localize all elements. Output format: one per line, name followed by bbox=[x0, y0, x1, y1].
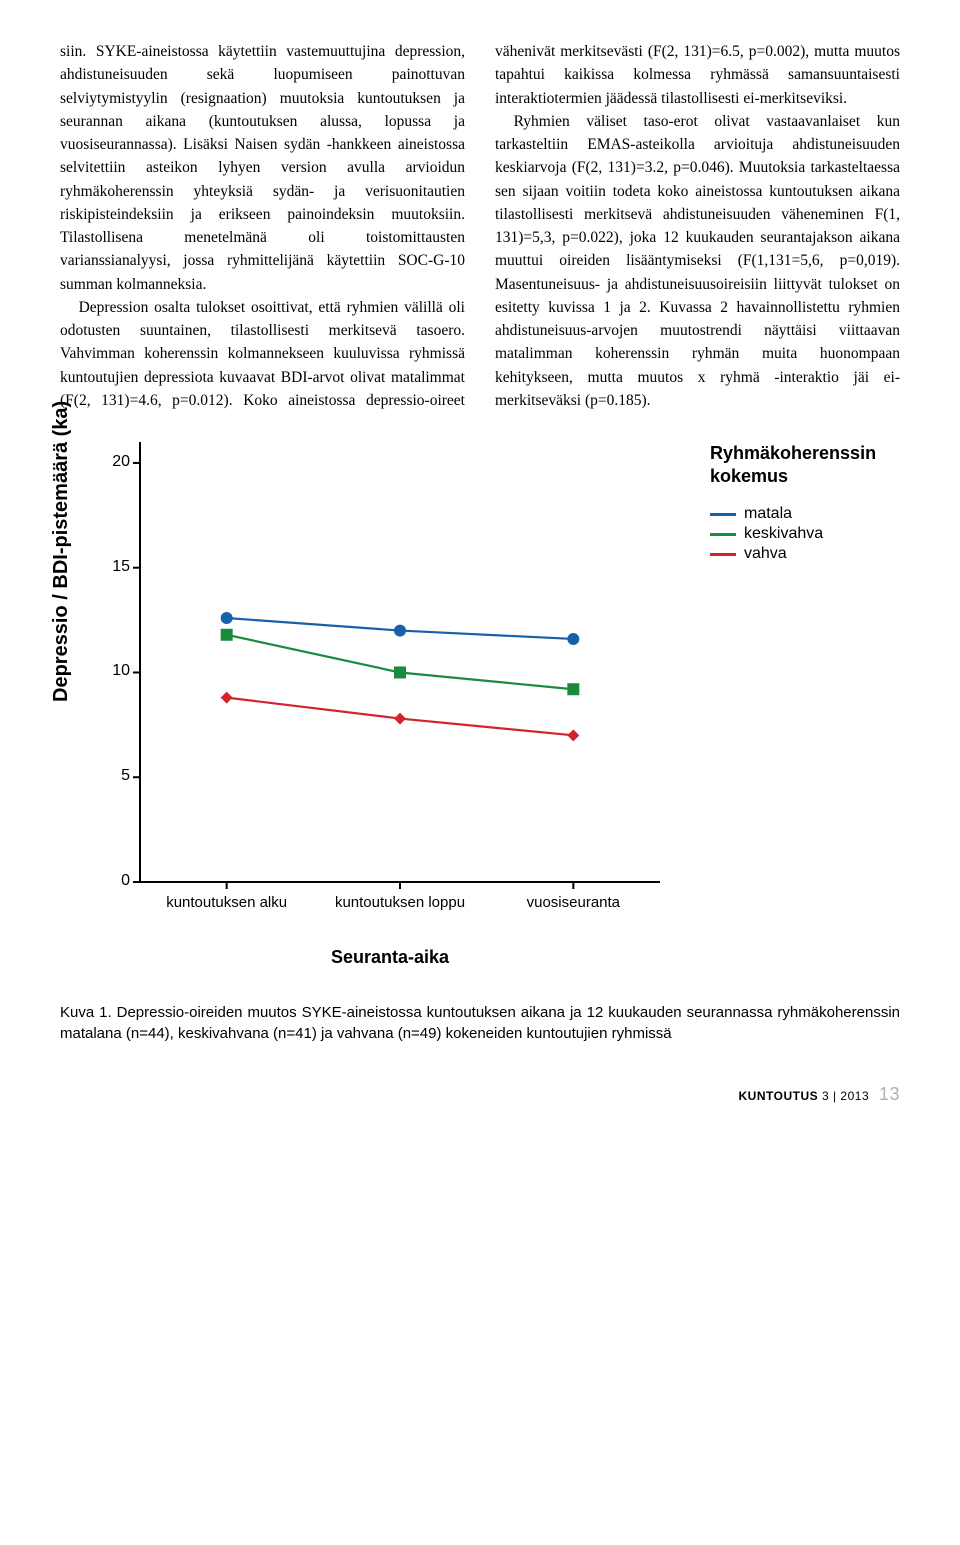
figure-caption: Kuva 1. Depressio-oireiden muutos SYKE-a… bbox=[60, 1002, 900, 1044]
legend-item: keskivahva bbox=[710, 525, 920, 543]
legend-item: matala bbox=[710, 505, 920, 523]
x-tick-label: kuntoutuksen loppu bbox=[335, 894, 465, 911]
legend-swatch bbox=[710, 513, 736, 516]
paragraph: siin. SYKE-aineistossa käytettiin vastem… bbox=[60, 40, 465, 296]
line-chart-svg bbox=[70, 442, 710, 942]
x-tick-label: kuntoutuksen alku bbox=[166, 894, 287, 911]
chart-legend: Ryhmäkoherenssin kokemus matala keskivahv… bbox=[710, 442, 920, 565]
page-footer: KUNTOUTUS 3 | 2013 13 bbox=[60, 1084, 900, 1105]
legend-swatch bbox=[710, 533, 736, 536]
y-tick-label: 10 bbox=[100, 662, 130, 680]
legend-label: matala bbox=[744, 505, 792, 523]
x-tick-label: vuosiseuranta bbox=[527, 894, 620, 911]
x-axis-label: Seuranta-aika bbox=[70, 947, 710, 968]
page-number: 13 bbox=[879, 1084, 900, 1104]
legend-label: vahva bbox=[744, 545, 787, 563]
issue-number: 3 | 2013 bbox=[822, 1089, 869, 1103]
legend-swatch bbox=[710, 553, 736, 556]
legend-title: Ryhmäkoherenssin kokemus bbox=[710, 442, 920, 487]
legend-item: vahva bbox=[710, 545, 920, 563]
y-tick-label: 5 bbox=[100, 767, 130, 785]
figure-1-chart: Depressio / BDI-pistemäärä (ka) 05101520… bbox=[70, 442, 890, 982]
body-text: siin. SYKE-aineistossa käytettiin vastem… bbox=[60, 40, 900, 412]
legend-label: keskivahva bbox=[744, 525, 823, 543]
y-tick-label: 15 bbox=[100, 558, 130, 576]
y-tick-label: 20 bbox=[100, 453, 130, 471]
paragraph: Ryhmien väliset taso-erot olivat vastaav… bbox=[495, 110, 900, 412]
y-tick-label: 0 bbox=[100, 872, 130, 890]
journal-name: KUNTOUTUS bbox=[739, 1089, 819, 1103]
